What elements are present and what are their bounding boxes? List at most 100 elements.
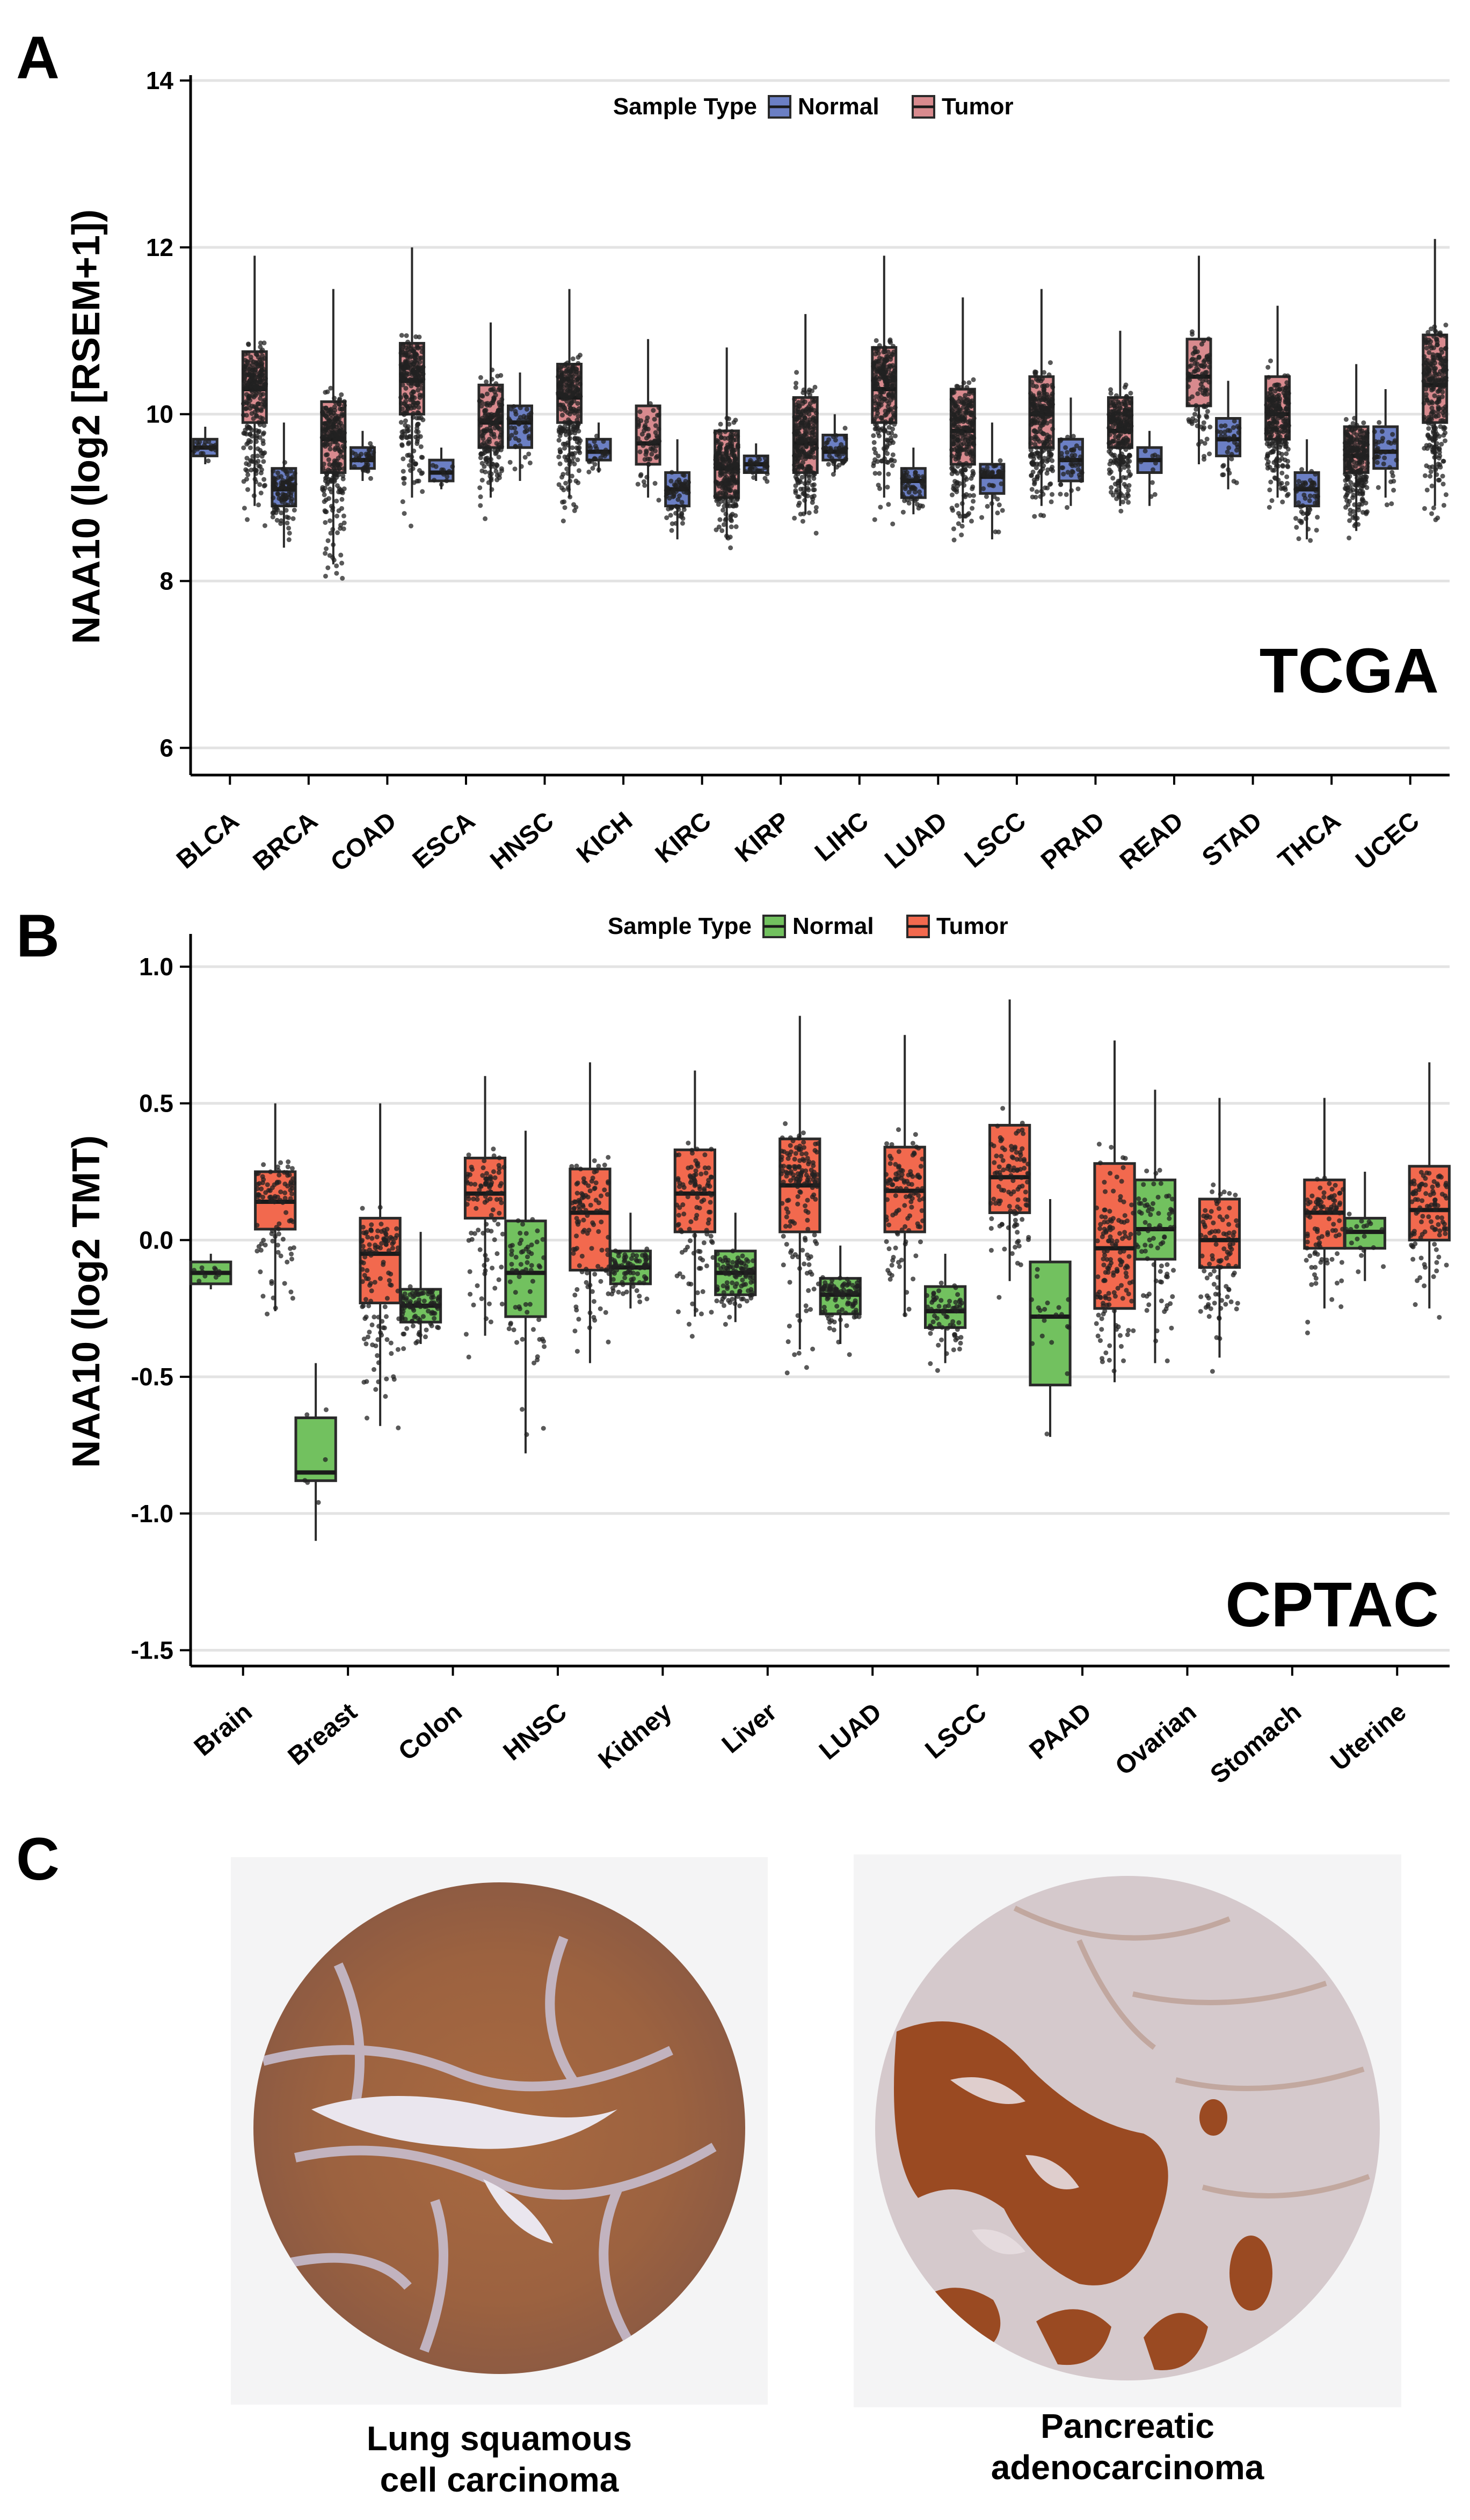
data-point — [1438, 418, 1444, 423]
data-point — [420, 377, 426, 382]
data-point — [246, 438, 252, 443]
data-point — [1075, 486, 1081, 492]
data-point — [1349, 428, 1355, 433]
data-point — [1065, 450, 1070, 455]
data-point — [723, 429, 728, 434]
data-point — [963, 426, 968, 431]
data-point — [1064, 492, 1069, 497]
data-point — [1424, 443, 1429, 448]
data-point — [514, 1340, 519, 1345]
data-point — [874, 423, 879, 428]
data-point — [1028, 448, 1034, 453]
data-point — [338, 552, 344, 558]
data-point — [1429, 415, 1434, 420]
data-point — [325, 565, 331, 571]
data-point — [523, 1231, 529, 1236]
box-tumor-luad — [949, 297, 977, 543]
data-point — [624, 1289, 629, 1295]
data-point — [727, 494, 732, 499]
data-point — [728, 545, 733, 551]
data-point — [1206, 336, 1211, 341]
data-point — [646, 434, 651, 439]
data-point — [616, 1289, 621, 1295]
data-point — [1313, 471, 1318, 477]
data-point — [676, 493, 682, 499]
data-point — [1226, 445, 1232, 450]
data-point — [334, 571, 339, 576]
data-point — [509, 1252, 514, 1257]
data-point — [892, 422, 897, 427]
data-point — [765, 479, 770, 484]
data-point — [507, 418, 513, 423]
data-point — [411, 411, 416, 416]
data-point — [1285, 464, 1291, 470]
data-point — [283, 508, 289, 513]
data-point — [577, 370, 582, 376]
data-point — [200, 451, 206, 456]
data-point — [1265, 391, 1271, 396]
data-point — [1346, 461, 1351, 466]
data-point — [520, 1407, 525, 1412]
data-point — [484, 391, 490, 397]
data-point — [721, 522, 726, 527]
data-point — [960, 415, 965, 420]
data-point — [985, 465, 990, 470]
data-point — [528, 1267, 534, 1273]
data-point — [338, 525, 343, 531]
data-point — [524, 1432, 529, 1437]
data-point — [328, 530, 333, 536]
data-point — [340, 423, 345, 429]
data-point — [1227, 470, 1232, 476]
data-point — [1034, 489, 1039, 494]
data-point — [1117, 405, 1122, 411]
data-point — [495, 374, 500, 379]
data-point — [574, 445, 579, 450]
box-normal-thca — [1293, 439, 1320, 543]
data-point — [1235, 444, 1241, 450]
data-point — [422, 1304, 427, 1309]
data-point — [1000, 508, 1005, 513]
data-point — [1305, 486, 1311, 491]
data-point — [800, 518, 805, 524]
data-point — [285, 520, 290, 525]
data-point — [328, 385, 333, 391]
box-tumor-lihc — [871, 255, 898, 527]
data-point — [647, 457, 653, 462]
data-point — [578, 438, 583, 443]
data-point — [735, 434, 740, 439]
data-point — [1138, 459, 1144, 464]
data-point — [541, 1255, 547, 1260]
data-point — [797, 410, 802, 415]
data-point — [1107, 427, 1112, 433]
data-point — [801, 486, 806, 492]
data-point — [637, 1299, 643, 1304]
data-point — [1429, 483, 1435, 488]
data-point — [668, 513, 673, 518]
data-point — [1045, 485, 1050, 491]
data-point — [406, 463, 412, 468]
data-point — [209, 447, 215, 452]
data-point — [1431, 357, 1437, 363]
data-point — [1199, 363, 1204, 368]
data-point — [423, 1334, 428, 1340]
y-tick-label: 6 — [159, 734, 173, 762]
data-point — [416, 1316, 421, 1321]
data-point — [1285, 390, 1290, 396]
data-point — [713, 430, 718, 435]
data-point — [325, 452, 330, 457]
data-point — [498, 433, 504, 438]
data-point — [1044, 459, 1050, 464]
data-point — [419, 455, 424, 460]
data-point — [1269, 400, 1275, 405]
data-point — [1435, 400, 1440, 405]
data-point — [1069, 469, 1075, 474]
data-point — [967, 418, 973, 423]
data-point — [1061, 471, 1066, 477]
data-point — [406, 371, 411, 377]
data-point — [1073, 463, 1078, 468]
data-point — [996, 502, 1002, 508]
data-point — [1037, 426, 1043, 431]
data-point — [792, 462, 797, 468]
data-point — [803, 493, 808, 498]
data-point — [1432, 366, 1437, 371]
